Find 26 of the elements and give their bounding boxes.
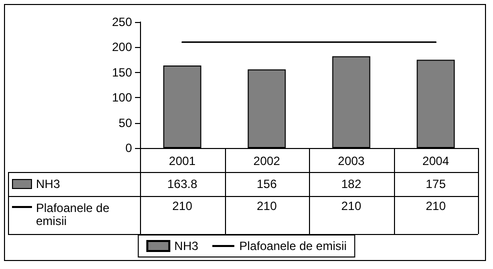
y-tick-label: 250 xyxy=(112,15,132,29)
data-label: 156 xyxy=(256,176,278,192)
x-tick-label: 2002 xyxy=(253,154,280,168)
legend-label: NH3 xyxy=(174,239,199,253)
y-tick-label: 200 xyxy=(112,40,132,54)
data-label: 210 xyxy=(171,198,194,214)
y-tick-label: 0 xyxy=(125,141,132,155)
x-tick-label: 2003 xyxy=(338,154,365,168)
x-tick-label: 2001 xyxy=(168,154,196,168)
data-label: 210 xyxy=(256,198,278,214)
text: NH3 xyxy=(36,176,60,190)
data-label: 163.8 xyxy=(166,176,198,192)
data-label: 182 xyxy=(340,176,362,192)
bar xyxy=(248,69,286,148)
text: Plafoanele de emisii xyxy=(239,239,347,253)
y-tick-label: 150 xyxy=(112,65,132,80)
bar xyxy=(332,56,370,148)
x-tick-label: 2004 xyxy=(422,154,450,168)
data-label: 210 xyxy=(340,198,362,214)
legend-label: Plafoanele de emisii xyxy=(36,200,110,230)
y-tick-label: 50 xyxy=(118,116,132,130)
bar xyxy=(416,60,455,148)
data-label: 175 xyxy=(424,176,447,192)
bar xyxy=(163,65,202,148)
data-label: 210 xyxy=(424,198,447,214)
y-tick-label: 100 xyxy=(112,90,132,105)
